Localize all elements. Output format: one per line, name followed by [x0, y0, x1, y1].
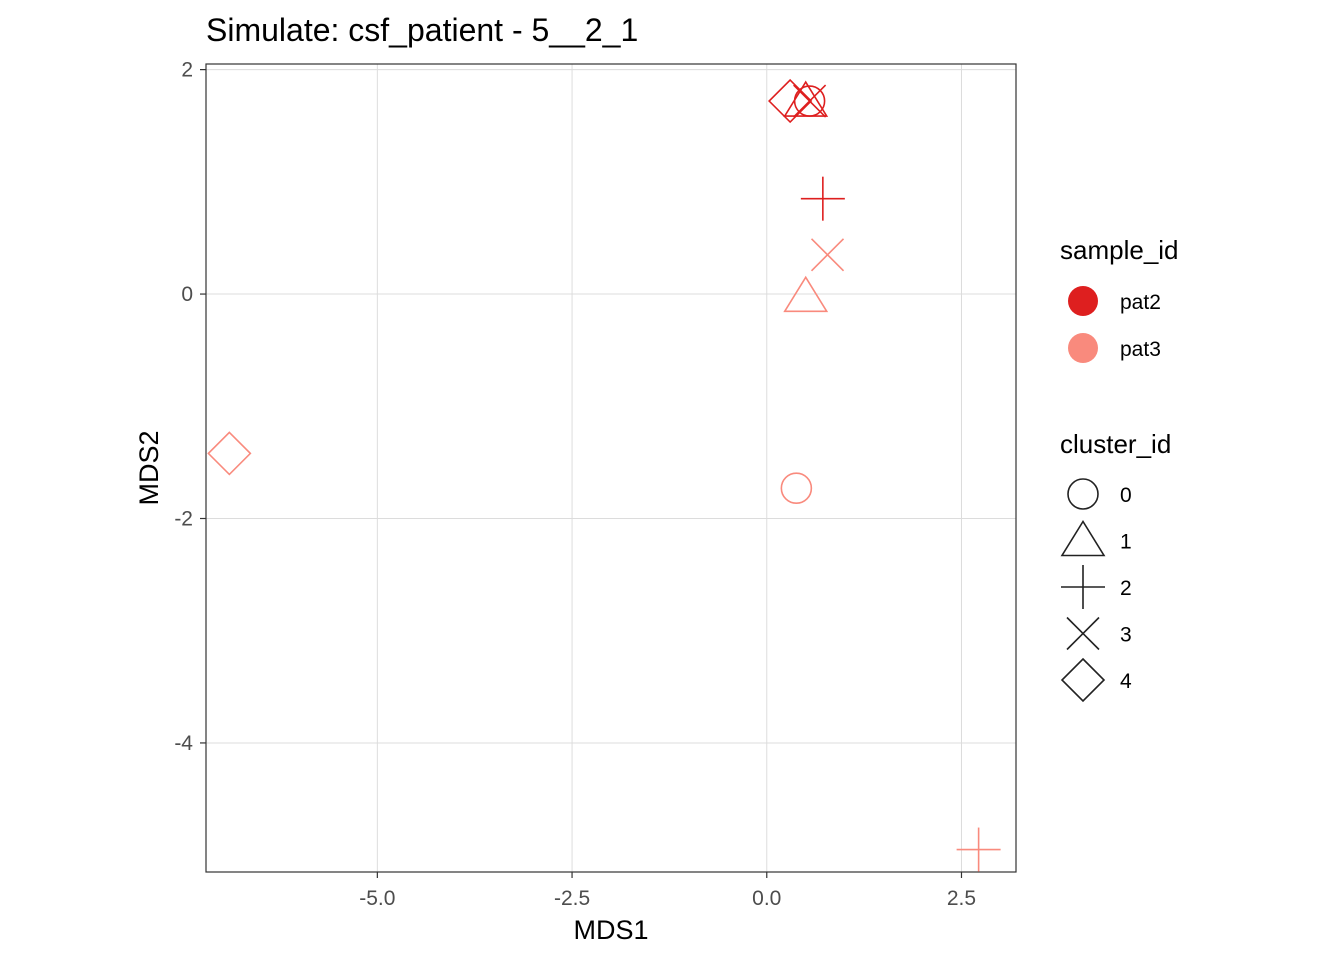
legend-label-pat2: pat2 [1120, 291, 1161, 314]
legend-label-pat3: pat3 [1120, 338, 1161, 361]
legend-label-cluster-3: 3 [1120, 624, 1132, 647]
x-axis-title: MDS1 [573, 915, 648, 945]
legend-label-cluster-1: 1 [1120, 531, 1132, 554]
x-tick-label: 2.5 [947, 887, 976, 910]
y-axis-title: MDS2 [134, 430, 164, 505]
x-tick-label: -5.0 [359, 887, 395, 910]
legend-label-cluster-2: 2 [1120, 577, 1132, 600]
axis-ticks: -5.0 -2.5 0.0 2.5 2 0 -2 -4 [174, 59, 976, 910]
legend-label-cluster-0: 0 [1120, 484, 1132, 507]
legend-key-plus [1061, 565, 1105, 609]
plot-panel [205, 63, 1017, 873]
x-tick-label: -2.5 [554, 887, 590, 910]
legend: sample_id pat2 pat3 cluster_id 0 1 2 3 4 [1060, 235, 1179, 703]
y-tick-label: 2 [181, 59, 193, 82]
y-tick-label: -4 [174, 732, 193, 755]
point-pat3-cluster-3-cross [810, 238, 845, 272]
point-pat2-cluster-2-plus [800, 176, 845, 221]
point-pat3-cluster-1-triangle [783, 275, 829, 313]
grid-lines [206, 64, 1016, 872]
point-pat3-cluster-2-plus [956, 827, 1001, 872]
legend-key-triangle [1060, 519, 1106, 557]
point-pat3-cluster-0-circle [780, 472, 813, 505]
y-tick-label: -2 [174, 508, 193, 531]
point-pat2-cluster-4-diamond [768, 78, 813, 124]
legend-key-pat2 [1068, 286, 1098, 316]
legend-key-pat3 [1068, 333, 1098, 363]
point-pat3-cluster-4-diamond [207, 431, 252, 476]
legend-key-cross [1066, 616, 1100, 651]
legend-key-diamond [1060, 657, 1106, 703]
point-pat2-cluster-3-cross [793, 84, 827, 118]
chart-title: Simulate: csf_patient - 5__2_1 [206, 12, 638, 48]
point-pat2-cluster-1-triangle [783, 80, 829, 117]
data-points [207, 78, 1001, 872]
y-tick-label: 0 [181, 283, 193, 306]
legend-label-cluster-4: 4 [1120, 670, 1132, 693]
legend-key-circle [1067, 478, 1099, 510]
shape-legend-title: cluster_id [1060, 429, 1171, 459]
x-tick-label: 0.0 [752, 887, 781, 910]
color-legend-title: sample_id [1060, 235, 1179, 265]
